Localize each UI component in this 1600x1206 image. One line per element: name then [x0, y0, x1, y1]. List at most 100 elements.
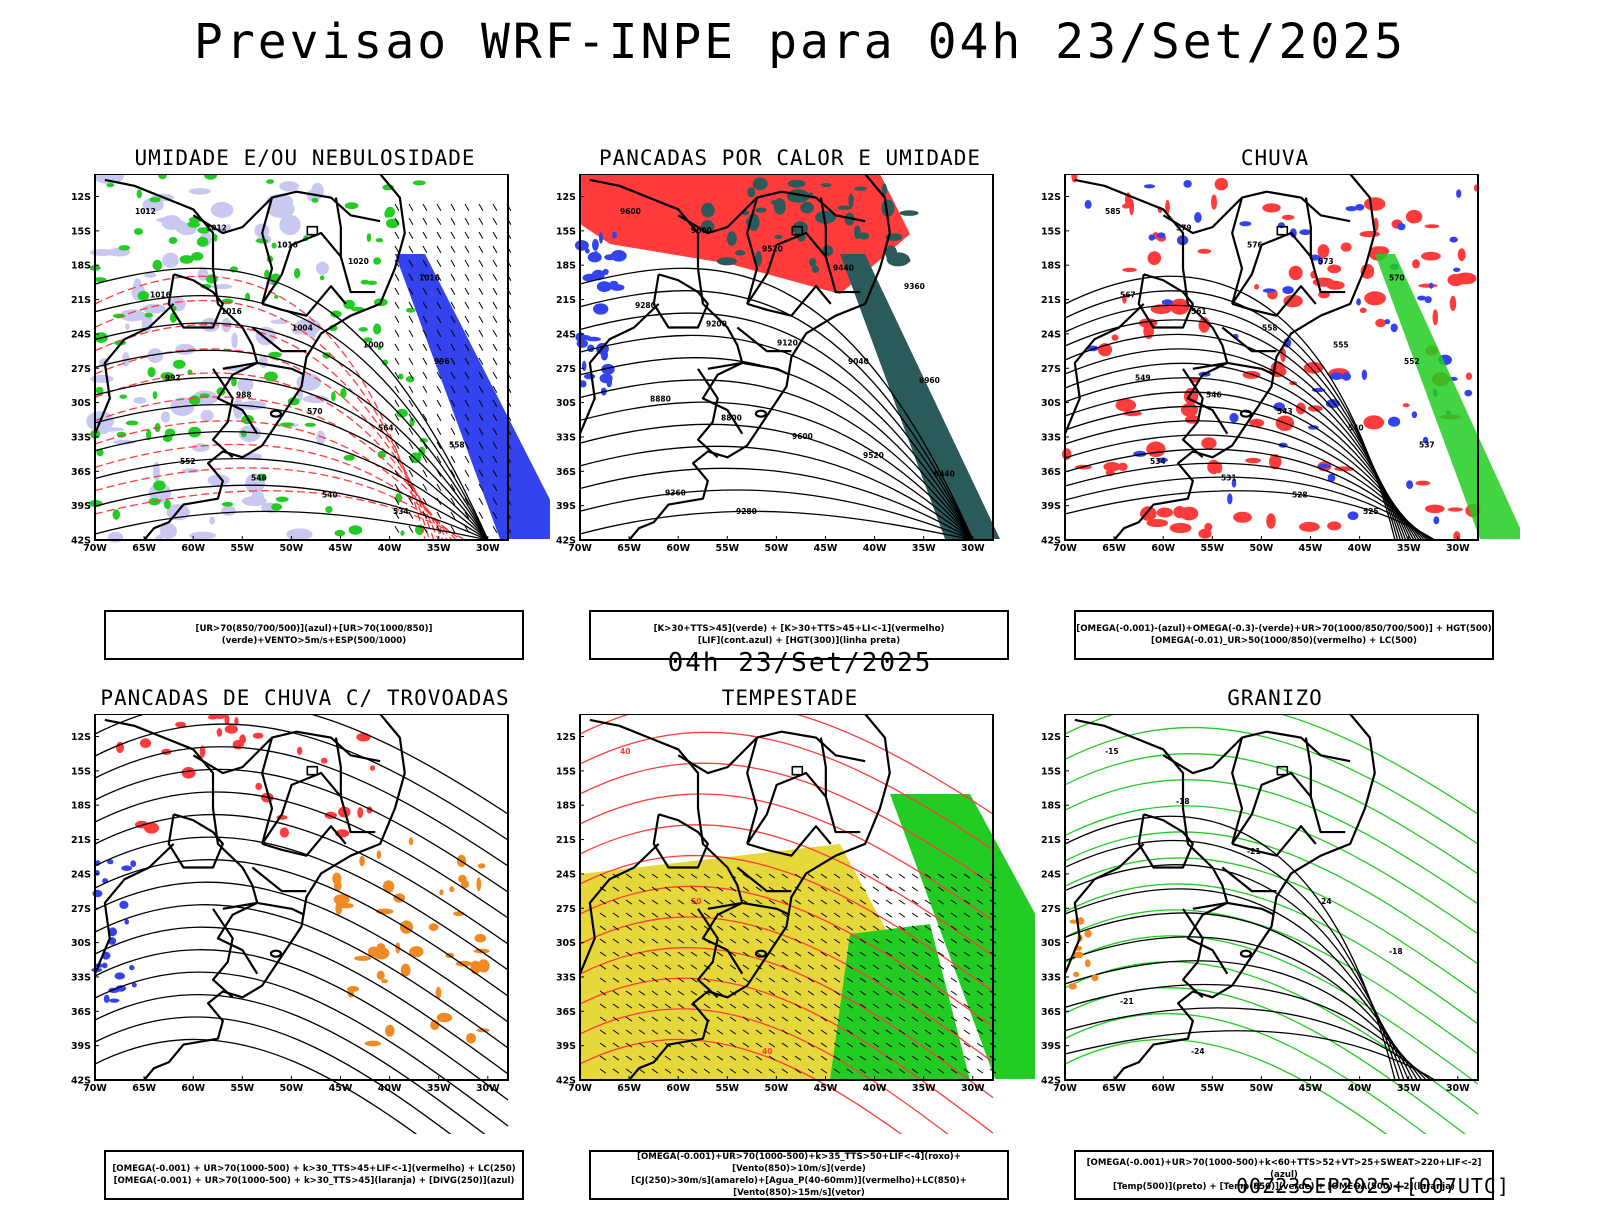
contour-label: -24: [1191, 1047, 1205, 1056]
field-blob: [1266, 513, 1276, 529]
wind-vector: [963, 1016, 971, 1022]
wind-vector: [599, 1016, 607, 1022]
contour-line: [1064, 888, 1409, 1081]
wind-vector: [911, 1042, 919, 1048]
legend-line: [CJ(250)>30m/s](amarelo)+[Agua_P(40-60mm…: [631, 1176, 967, 1198]
wind-vector: [464, 469, 470, 477]
field-blob: [1281, 214, 1295, 220]
border-line: [696, 908, 719, 999]
contour-line: [1064, 935, 1479, 1085]
wind-vector: [492, 427, 498, 435]
field-blob: [381, 359, 389, 366]
wind-vector: [651, 977, 659, 983]
wind-vector: [898, 899, 906, 905]
map-umidade: 1012101210161020101610161016100410009969…: [71, 174, 550, 554]
field-blob: [582, 360, 587, 372]
wind-vector: [781, 912, 789, 918]
field-blob: [279, 827, 289, 838]
wind-vector: [807, 938, 815, 944]
contour-line: [1064, 1038, 1388, 1134]
wind-vector: [436, 301, 442, 309]
wind-vector: [937, 912, 945, 918]
lon-label: 35W: [427, 543, 451, 554]
coastline: [1113, 174, 1376, 541]
wind-vector: [885, 1042, 893, 1048]
wind-vector: [492, 385, 498, 393]
wind-vector: [976, 964, 984, 970]
lat-label: 15S: [1041, 226, 1061, 237]
lat-label: 42S: [71, 1076, 91, 1087]
field-blob: [226, 224, 231, 231]
wind-vector: [612, 990, 620, 996]
contour-label: 555: [1333, 340, 1349, 349]
lon-label: 40W: [863, 1083, 887, 1094]
field-blob: [800, 201, 814, 214]
border-line: [1304, 737, 1312, 797]
contour-line: [94, 484, 489, 541]
field-blob: [158, 174, 167, 180]
field-blob: [160, 372, 170, 380]
contour-label: 9440: [934, 470, 955, 479]
wind-vector: [422, 497, 428, 505]
border-line: [652, 813, 709, 869]
wind-vector: [755, 1068, 763, 1074]
wind-vector: [436, 469, 442, 477]
contour-line: [94, 457, 489, 541]
wind-vector: [436, 329, 442, 337]
wind-vector: [599, 977, 607, 983]
field-blob: [436, 1012, 453, 1023]
field-blob: [136, 189, 142, 199]
wind-vector: [755, 1042, 763, 1048]
wind-vector: [911, 938, 919, 944]
field-blob: [1262, 203, 1281, 213]
wind-vector: [436, 399, 442, 407]
contour-label: 1012: [135, 207, 156, 216]
wind-vector: [408, 329, 414, 337]
wind-vector: [729, 912, 737, 918]
lat-label: 15S: [1041, 766, 1061, 777]
wind-area: [890, 794, 1035, 1079]
lon-label: 65W: [132, 543, 156, 554]
field-blob: [257, 473, 267, 482]
wind-vector: [833, 1055, 841, 1061]
field-blob: [173, 359, 186, 369]
lon-label: 45W: [1299, 1083, 1323, 1094]
border-line: [192, 190, 381, 235]
field-blob: [1405, 209, 1423, 224]
wind-vector: [950, 1016, 958, 1022]
contour-line: [94, 904, 509, 1049]
wind-vector: [612, 912, 620, 918]
wind-vector: [872, 925, 880, 931]
wind-vector: [924, 990, 932, 996]
field-blob: [376, 850, 382, 860]
field-blob: [359, 855, 365, 867]
wind-vector: [703, 1042, 711, 1048]
wind-vector: [976, 938, 984, 944]
country-borders: [578, 714, 891, 1081]
field-blob: [109, 998, 120, 1003]
wind-vector: [872, 886, 880, 892]
contour-line: [94, 1038, 418, 1134]
wind-vector: [408, 469, 414, 477]
field-blob: [189, 395, 201, 405]
field-blob: [752, 177, 768, 191]
contour-label: 1000: [363, 340, 384, 349]
wind-vector: [478, 259, 484, 267]
field-blob: [266, 179, 275, 184]
wind-vector: [742, 964, 750, 970]
wind-vector: [794, 873, 802, 879]
wind-vector: [436, 511, 442, 519]
border-line: [1221, 326, 1277, 353]
wind-vector: [450, 427, 456, 435]
wind-vector: [625, 990, 633, 996]
contour-line: [579, 334, 974, 541]
wind-vector: [394, 413, 400, 421]
field-blob: [315, 261, 329, 275]
field-blob: [1364, 291, 1386, 306]
wind-vector: [612, 1055, 620, 1061]
lat-label: 18S: [1041, 261, 1061, 272]
wind-vector: [450, 329, 456, 337]
wind-vector: [394, 343, 400, 351]
wind-vector: [911, 977, 919, 983]
wind-vector: [859, 886, 867, 892]
